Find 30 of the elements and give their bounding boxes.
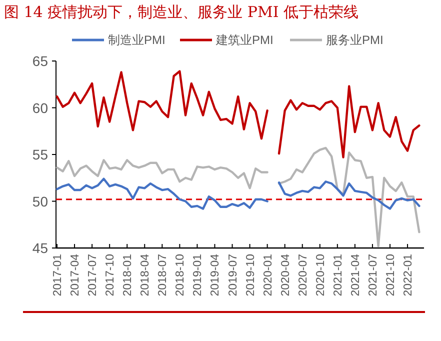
x-tick-label: 2017-10	[104, 254, 117, 296]
x-tick-label: 2017-07	[87, 254, 100, 296]
x-tick-label: 2021-07	[367, 254, 380, 296]
x-tick-label: 2022-01	[402, 254, 415, 296]
x-tick-label: 2019-10	[244, 254, 257, 296]
x-tick-label: 2020-01	[262, 254, 274, 296]
x-tick-label: 2018-10	[174, 254, 187, 296]
x-tick-label: 2020-10	[314, 254, 327, 296]
y-tick-label: 55	[32, 146, 48, 162]
x-tick-label: 2021-10	[384, 254, 397, 296]
y-tick-label: 65	[32, 53, 48, 69]
x-tick-label: 2021-04	[350, 253, 362, 296]
chart-title: 图 14 疫情扰动下，制造业、服务业 PMI 低于枯荣线	[4, 3, 359, 21]
x-tick-label: 2018-04	[140, 253, 152, 296]
y-tick-label: 50	[32, 193, 48, 210]
legend-label: 制造业PMI	[108, 33, 166, 47]
x-tick-label: 2020-07	[297, 254, 310, 296]
x-tick-label: 2020-04	[280, 253, 292, 296]
legend-label: 服务业PMI	[326, 33, 384, 47]
x-tick-label: 2019-07	[227, 254, 240, 296]
x-tick-label: 2021-01	[332, 254, 344, 296]
y-tick-label: 45	[32, 240, 48, 256]
x-tick-label: 2018-01	[122, 254, 134, 296]
y-tick-label: 60	[32, 100, 48, 116]
x-tick-label: 2017-01	[52, 254, 64, 296]
x-tick-label: 2018-07	[157, 254, 170, 296]
x-tick-label: 2019-04	[210, 253, 222, 296]
x-tick-label: 2019-01	[192, 254, 204, 296]
x-tick-label: 2017-04	[70, 253, 82, 296]
legend-label: 建筑业PMI	[215, 33, 274, 47]
